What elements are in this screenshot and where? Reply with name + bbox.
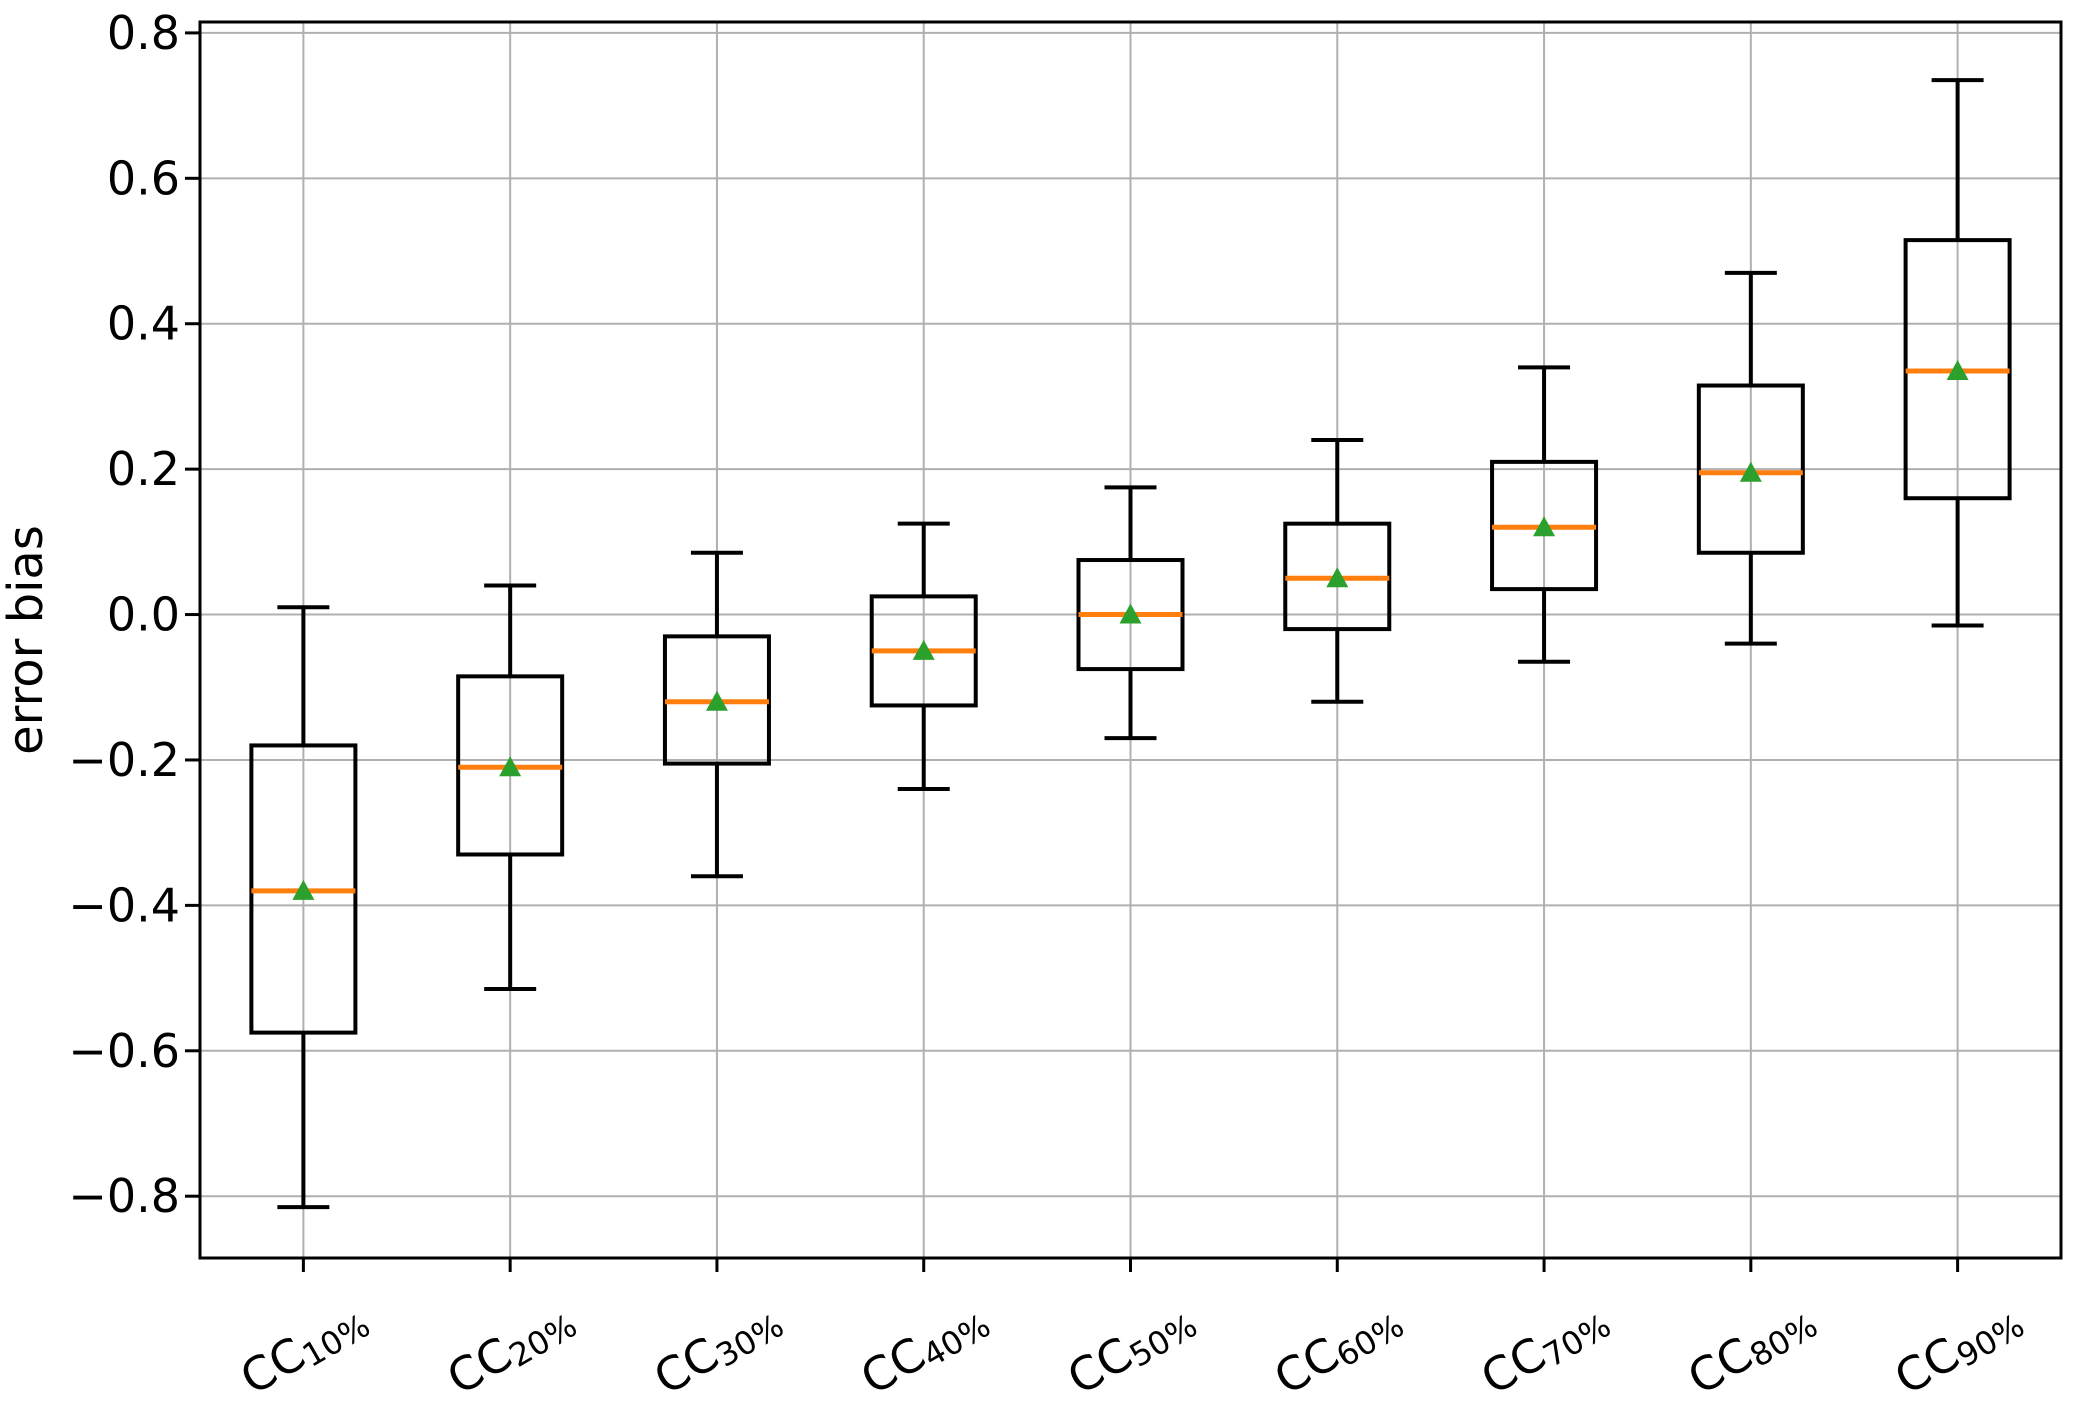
mean-marker-icon — [1739, 461, 1762, 482]
axes-layer — [185, 20, 2063, 1272]
y-tick-label: −0.6 — [68, 1024, 180, 1078]
y-tick-label: −0.4 — [68, 878, 180, 932]
box-group — [456, 583, 565, 991]
y-axis-label: error bias — [0, 525, 54, 755]
mean-marker-icon — [1946, 359, 1969, 380]
y-tick-label: −0.2 — [68, 733, 180, 787]
x-tick-label: CC10% — [231, 1291, 376, 1407]
box-group — [662, 550, 771, 879]
mean-marker-icon — [1119, 603, 1142, 624]
x-tick-label: CC80% — [1679, 1291, 1824, 1407]
mean-marker-icon — [912, 639, 935, 660]
x-tick-label: CC20% — [438, 1291, 583, 1407]
boxes-layer — [249, 78, 2012, 1210]
iqr-box — [1696, 383, 1805, 555]
y-tick-label: 0.2 — [107, 442, 180, 496]
x-tick-label: CC60% — [1265, 1291, 1410, 1407]
mean-marker-icon — [292, 879, 315, 900]
x-tick-label: CC70% — [1472, 1291, 1617, 1407]
x-tick-label: CC50% — [1058, 1291, 1203, 1407]
y-tick-label: 0.0 — [107, 588, 180, 642]
y-tick-label: 0.8 — [107, 6, 180, 60]
box-group — [1490, 365, 1599, 664]
box-group — [1903, 78, 2012, 628]
y-tick-label: 0.6 — [107, 151, 180, 205]
y-tick-label: −0.8 — [68, 1169, 180, 1223]
x-tick-label: CC30% — [645, 1291, 790, 1407]
box-group — [1283, 438, 1392, 704]
mean-marker-icon — [499, 756, 522, 777]
mean-marker-icon — [1533, 516, 1556, 537]
box-group — [1696, 270, 1805, 646]
grid-layer — [200, 22, 2061, 1258]
x-tick-label: CC40% — [852, 1291, 997, 1407]
mean-marker-icon — [705, 690, 728, 711]
box-group — [1076, 485, 1185, 741]
mean-marker-icon — [1326, 567, 1349, 588]
y-tick-label: 0.4 — [107, 297, 180, 351]
x-tick-label: CC90% — [1885, 1291, 2030, 1407]
box-group — [249, 605, 358, 1210]
box-group — [869, 521, 978, 792]
